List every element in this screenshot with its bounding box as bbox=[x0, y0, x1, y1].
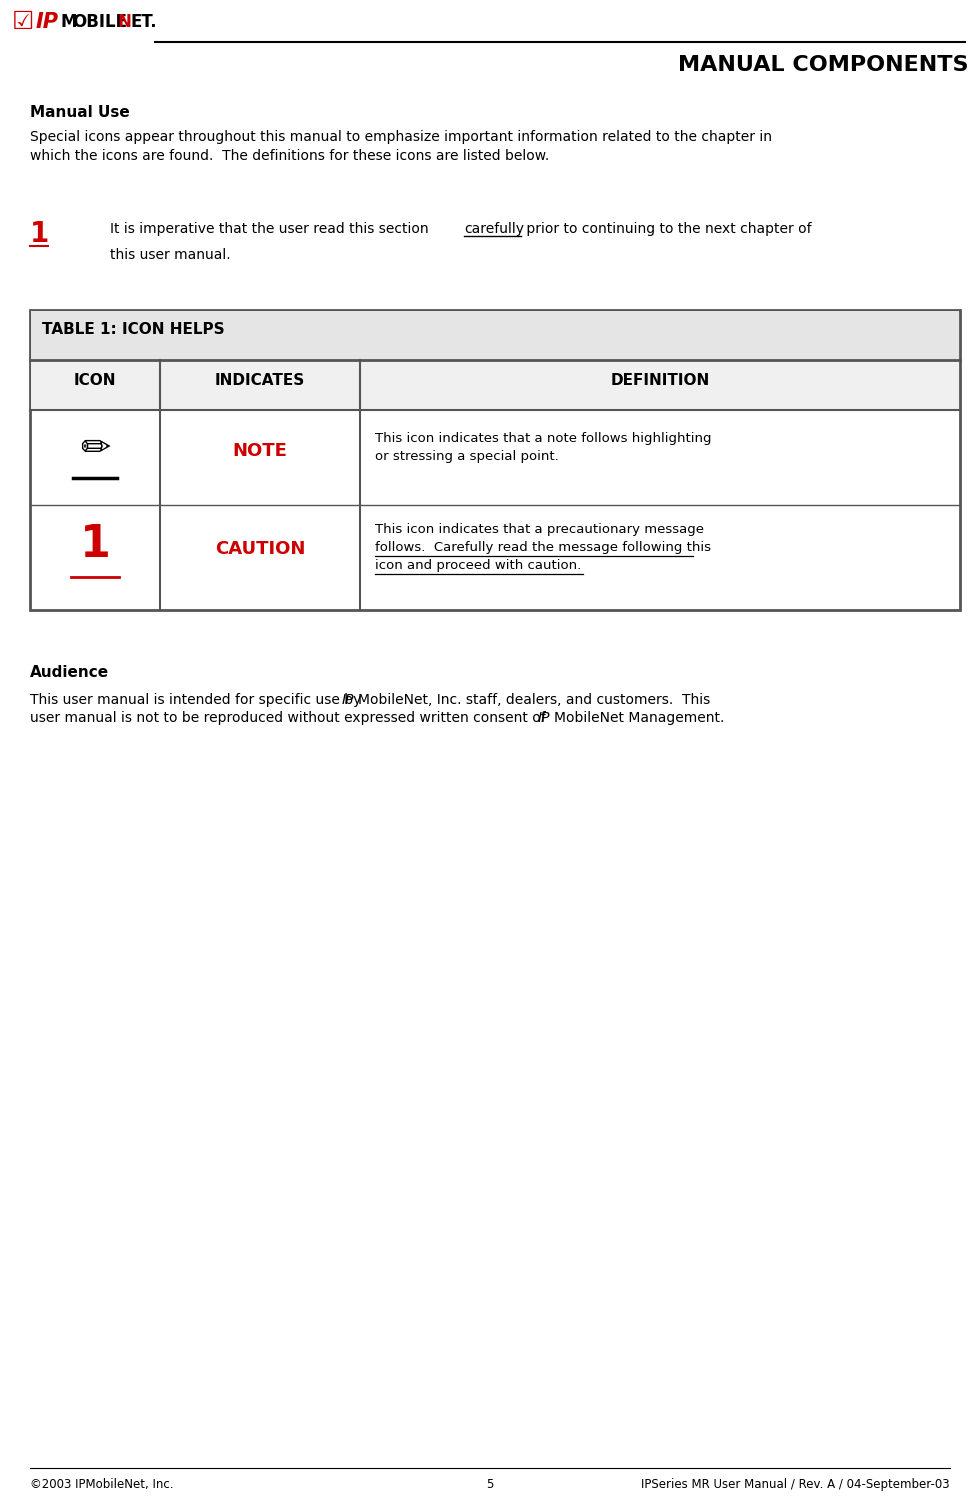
Text: MobileNet Management.: MobileNet Management. bbox=[554, 711, 724, 725]
Text: carefully: carefully bbox=[464, 222, 524, 236]
Text: prior to continuing to the next chapter of: prior to continuing to the next chapter … bbox=[522, 222, 811, 236]
Bar bbox=[31, 311, 959, 360]
Text: 1: 1 bbox=[79, 522, 111, 566]
Text: icon and proceed with caution.: icon and proceed with caution. bbox=[375, 558, 581, 572]
Text: DEFINITION: DEFINITION bbox=[611, 374, 710, 387]
Text: It is imperative that the user read this section: It is imperative that the user read this… bbox=[110, 222, 433, 236]
Text: ✏: ✏ bbox=[80, 432, 110, 465]
Text: ☑: ☑ bbox=[12, 11, 34, 35]
Text: IP: IP bbox=[538, 711, 551, 725]
Text: ICON: ICON bbox=[74, 374, 117, 387]
Text: MobileNet, Inc. staff, dealers, and customers.  This: MobileNet, Inc. staff, dealers, and cust… bbox=[358, 693, 710, 707]
Text: This icon indicates that a precautionary message: This icon indicates that a precautionary… bbox=[375, 522, 704, 536]
Text: IPSeries MR User Manual / Rev. A / 04-September-03: IPSeries MR User Manual / Rev. A / 04-Se… bbox=[641, 1478, 950, 1490]
Text: MANUAL COMPONENTS: MANUAL COMPONENTS bbox=[677, 56, 968, 75]
Text: TABLE 1: ICON HELPS: TABLE 1: ICON HELPS bbox=[42, 323, 224, 338]
Text: OBILE: OBILE bbox=[72, 14, 127, 32]
Text: N: N bbox=[117, 14, 131, 32]
Text: user manual is not to be reproduced without expressed written consent of: user manual is not to be reproduced with… bbox=[30, 711, 550, 725]
Text: 5: 5 bbox=[486, 1478, 494, 1490]
Text: CAUTION: CAUTION bbox=[215, 540, 305, 558]
Text: this user manual.: this user manual. bbox=[110, 248, 230, 263]
Text: IP: IP bbox=[36, 12, 59, 32]
Text: or stressing a special point.: or stressing a special point. bbox=[375, 450, 559, 462]
Text: NOTE: NOTE bbox=[232, 441, 287, 459]
Bar bbox=[30, 311, 960, 609]
Text: Audience: Audience bbox=[30, 665, 109, 680]
Text: M: M bbox=[60, 14, 76, 32]
Text: ET.: ET. bbox=[130, 14, 157, 32]
Text: INDICATES: INDICATES bbox=[215, 374, 305, 387]
Text: Manual Use: Manual Use bbox=[30, 105, 129, 120]
Text: ©2003 IPMobileNet, Inc.: ©2003 IPMobileNet, Inc. bbox=[30, 1478, 173, 1490]
Bar bbox=[31, 360, 959, 410]
Text: Special icons appear throughout this manual to emphasize important information r: Special icons appear throughout this man… bbox=[30, 131, 772, 164]
Text: follows.  Carefully read the message following this: follows. Carefully read the message foll… bbox=[375, 540, 711, 554]
Text: This user manual is intended for specific use by: This user manual is intended for specifi… bbox=[30, 693, 366, 707]
Text: 1: 1 bbox=[30, 221, 49, 248]
Text: IP: IP bbox=[342, 693, 355, 707]
Text: This icon indicates that a note follows highlighting: This icon indicates that a note follows … bbox=[375, 432, 711, 444]
